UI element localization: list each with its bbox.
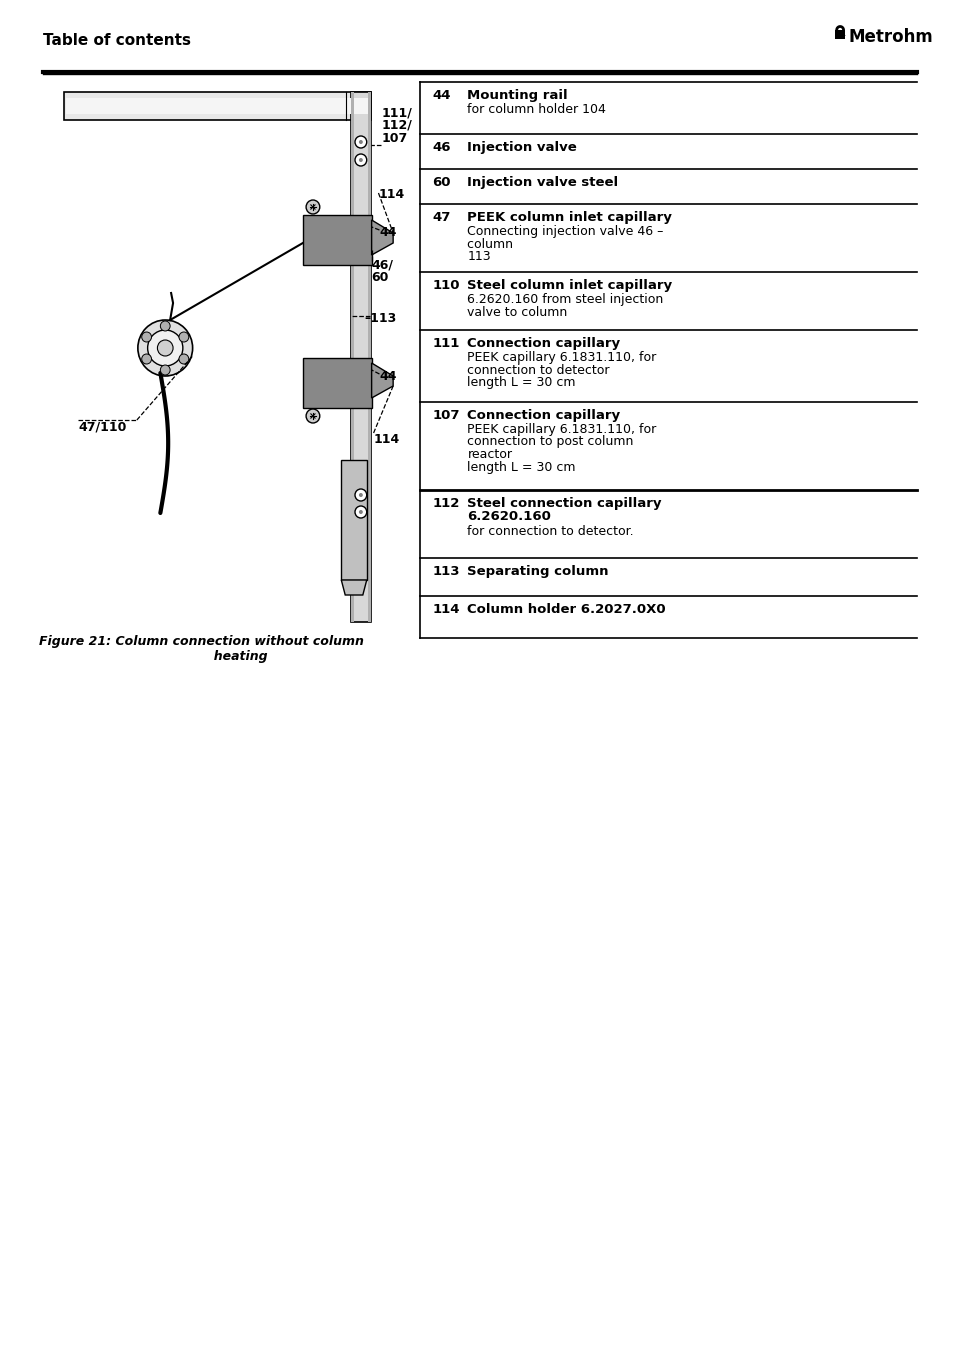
Bar (303, 215, 372, 265)
Circle shape (358, 493, 362, 497)
Text: 111/: 111/ (381, 107, 412, 119)
Circle shape (355, 136, 366, 148)
Text: 44: 44 (379, 370, 396, 383)
Text: Steel connection capillary: Steel connection capillary (467, 497, 661, 510)
Bar (351, 92, 371, 622)
Bar (341, 460, 366, 580)
Circle shape (138, 320, 193, 377)
Text: PEEK capillary 6.1831.110, for: PEEK capillary 6.1831.110, for (467, 351, 656, 364)
Text: length L = 30 cm: length L = 30 cm (467, 460, 576, 474)
Circle shape (148, 329, 183, 366)
Text: heating: heating (135, 649, 268, 663)
Circle shape (358, 140, 362, 144)
Circle shape (355, 154, 366, 166)
Text: 46/: 46/ (372, 258, 394, 271)
Text: 112: 112 (432, 497, 459, 510)
Text: Connecting injection valve 46 –: Connecting injection valve 46 – (467, 225, 663, 238)
Text: 107: 107 (432, 409, 459, 423)
Text: Connection capillary: Connection capillary (467, 409, 620, 423)
Text: for connection to detector.: for connection to detector. (467, 525, 634, 539)
Circle shape (355, 506, 366, 518)
Text: 6.2620.160: 6.2620.160 (467, 510, 551, 522)
Text: Metrohm: Metrohm (848, 28, 933, 46)
Text: column: column (467, 238, 517, 251)
Text: 114: 114 (378, 188, 404, 201)
Text: 107: 107 (381, 132, 407, 144)
Circle shape (160, 364, 170, 375)
Polygon shape (341, 580, 366, 595)
Circle shape (160, 321, 170, 331)
Text: 60: 60 (432, 176, 451, 189)
Text: Column holder 6.2027.0X0: Column holder 6.2027.0X0 (467, 603, 665, 616)
Bar (67, 99, 368, 113)
Text: 60: 60 (372, 271, 389, 284)
Text: 113: 113 (432, 566, 459, 578)
Text: Figure 21: Column connection without column: Figure 21: Column connection without col… (39, 634, 363, 648)
Text: PEEK column inlet capillary: PEEK column inlet capillary (467, 211, 672, 224)
Text: Table of contents: Table of contents (43, 32, 191, 49)
Text: length L = 30 cm: length L = 30 cm (467, 377, 576, 389)
Text: reactor: reactor (467, 448, 512, 460)
Text: Injection valve: Injection valve (467, 140, 577, 154)
Circle shape (179, 332, 189, 342)
Text: 47: 47 (432, 211, 450, 224)
Text: for column holder 104: for column holder 104 (467, 103, 606, 116)
Text: 114: 114 (432, 603, 459, 616)
Text: 112/: 112/ (381, 119, 412, 132)
Text: 6.2620.160 from steel injection: 6.2620.160 from steel injection (467, 293, 663, 306)
Circle shape (157, 340, 172, 356)
Text: Mounting rail: Mounting rail (467, 89, 567, 103)
Circle shape (179, 354, 189, 364)
Text: 44: 44 (432, 89, 451, 103)
Text: valve to column: valve to column (467, 305, 567, 319)
Bar (303, 358, 372, 408)
Text: 114: 114 (374, 433, 399, 446)
Text: 111: 111 (432, 338, 459, 350)
Bar (367, 92, 371, 622)
Text: PEEK capillary 6.1831.110, for: PEEK capillary 6.1831.110, for (467, 423, 656, 436)
Text: –113: –113 (364, 312, 396, 325)
Circle shape (358, 158, 362, 162)
Text: connection to post column: connection to post column (467, 436, 633, 448)
Circle shape (306, 409, 319, 423)
Bar (835, 30, 844, 39)
Text: 46: 46 (432, 140, 451, 154)
Text: Injection valve steel: Injection valve steel (467, 176, 618, 189)
Circle shape (355, 489, 366, 501)
Circle shape (358, 510, 362, 514)
Polygon shape (372, 363, 393, 398)
Circle shape (142, 354, 152, 364)
Circle shape (142, 332, 152, 342)
Text: 110: 110 (432, 279, 459, 292)
Text: 44: 44 (379, 225, 396, 239)
Text: Separating column: Separating column (467, 566, 608, 578)
Polygon shape (372, 220, 393, 255)
Text: ⁀: ⁀ (835, 36, 843, 46)
Text: 47/110: 47/110 (78, 420, 127, 433)
Text: connection to detector: connection to detector (467, 363, 609, 377)
Text: Steel column inlet capillary: Steel column inlet capillary (467, 279, 672, 292)
Circle shape (306, 200, 319, 215)
Bar (65, 92, 371, 120)
Bar (351, 92, 354, 622)
Text: Connection capillary: Connection capillary (467, 338, 620, 350)
Text: 113: 113 (467, 250, 491, 263)
